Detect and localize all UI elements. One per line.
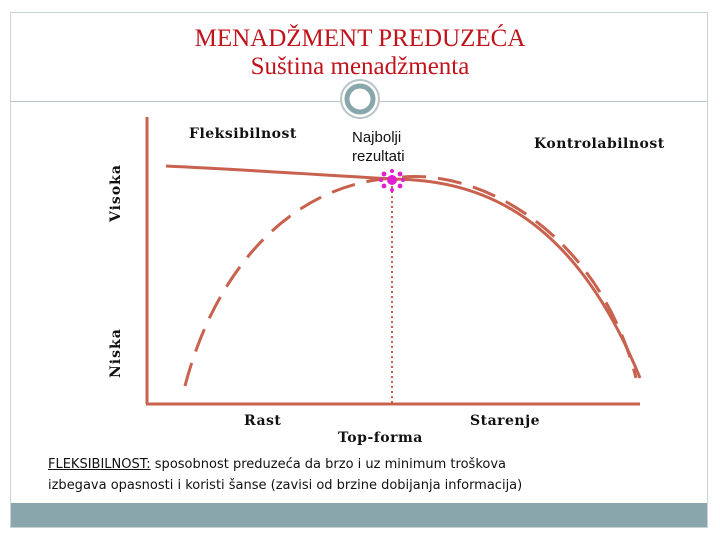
slide-subtitle: Suština menadžmenta [250, 53, 470, 80]
label-flexibility: Fleksibilnost [189, 126, 297, 142]
slide-frame [10, 12, 708, 528]
slide-title: MENADŽMENT PREDUZEĆA [194, 25, 526, 52]
best-results-marker-icon [379, 169, 405, 192]
label-best-results-line1: Najbolji [352, 129, 402, 146]
axis-label-low: Niska [108, 328, 124, 378]
definition-term: FLEKSIBILNOST: [48, 457, 151, 472]
title-ornament-icon [340, 79, 380, 119]
label-growth: Rast [244, 413, 282, 429]
axis-label-high: Visoka [108, 164, 124, 222]
label-aging: Starenje [470, 413, 541, 429]
footer-bar [11, 503, 707, 527]
definition-text-line2: izbegava opasnosti i koristi šanse (zavi… [48, 478, 523, 493]
definition-text-line1: sposobnost preduzeća da brzo i uz minimu… [150, 457, 506, 472]
label-controllability: Kontrolabilnost [534, 136, 665, 152]
flexibility-definition: FLEKSIBILNOST: sposobnost preduzeća da b… [48, 454, 668, 496]
label-top-form: Top-forma [338, 430, 423, 446]
controllability-curve [183, 175, 638, 387]
label-best-results-line2: rezultati [352, 148, 405, 165]
